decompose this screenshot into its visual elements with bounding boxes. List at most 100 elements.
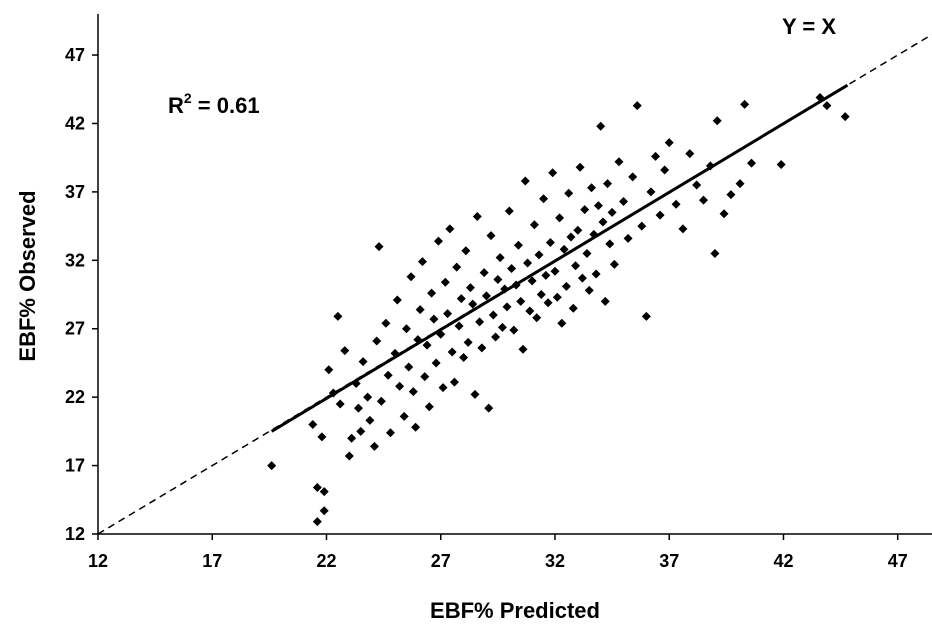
data-point <box>534 250 544 260</box>
data-point <box>527 276 537 286</box>
data-point <box>712 116 722 126</box>
data-point <box>454 321 464 331</box>
data-point <box>392 295 402 305</box>
data-point <box>664 138 674 148</box>
data-point <box>523 258 533 268</box>
regression-line <box>270 83 849 433</box>
data-point <box>628 172 638 182</box>
data-point <box>427 288 437 298</box>
data-point <box>699 195 709 205</box>
data-point <box>541 270 551 280</box>
x-tick-label: 27 <box>431 551 451 571</box>
data-point <box>395 381 405 391</box>
data-point <box>557 318 567 328</box>
data-point <box>614 157 624 167</box>
data-point <box>347 433 357 443</box>
data-point <box>461 246 471 256</box>
x-tick-label: 37 <box>659 551 679 571</box>
data-point <box>415 305 425 315</box>
y-tick-label: 42 <box>65 113 85 133</box>
data-point <box>555 213 565 223</box>
data-point <box>607 207 617 217</box>
data-point <box>518 344 528 354</box>
data-point <box>312 517 322 527</box>
data-point <box>580 205 590 215</box>
r-squared-value: = 0.61 <box>192 93 260 118</box>
data-point <box>593 201 603 211</box>
data-point <box>591 269 601 279</box>
data-point <box>408 387 418 397</box>
identity-line-label: Y = X <box>782 14 836 39</box>
data-point <box>486 231 496 241</box>
data-point <box>587 183 597 193</box>
axes: 12 17 22 27 32 37 42 47 12 17 22 27 32 37 42 47 <box>65 14 932 571</box>
data-point <box>470 389 480 399</box>
y-tick-label: 22 <box>65 387 85 407</box>
data-point <box>552 292 562 302</box>
data-point <box>267 461 277 471</box>
data-point <box>308 420 318 430</box>
data-point <box>543 298 553 308</box>
data-point <box>312 482 322 492</box>
data-point <box>568 303 578 313</box>
data-point <box>539 194 549 204</box>
data-point <box>340 346 350 356</box>
data-point <box>422 340 432 350</box>
data-point <box>443 309 453 319</box>
data-point <box>822 101 832 111</box>
data-point <box>472 212 482 222</box>
data-point <box>383 370 393 380</box>
data-point <box>776 160 786 170</box>
data-point <box>374 242 384 252</box>
data-point <box>507 264 517 274</box>
data-point <box>740 99 750 109</box>
data-point <box>719 209 729 219</box>
data-point <box>353 403 363 413</box>
y-tick-label: 12 <box>65 524 85 544</box>
data-point <box>619 196 629 206</box>
data-point <box>401 324 411 334</box>
data-point <box>550 266 560 276</box>
data-point <box>516 296 526 306</box>
data-point <box>637 221 647 231</box>
data-point <box>529 220 539 230</box>
data-point <box>571 261 581 271</box>
data-point <box>417 257 427 267</box>
data-point <box>735 179 745 189</box>
data-point <box>646 187 656 197</box>
data-point <box>536 290 546 300</box>
data-point <box>459 352 469 362</box>
data-point <box>335 399 345 409</box>
data-point <box>520 176 530 186</box>
data-point <box>333 311 343 321</box>
data-point <box>381 318 391 328</box>
data-point <box>497 322 507 332</box>
data-point <box>324 365 334 375</box>
x-tick-label: 42 <box>773 551 793 571</box>
r-squared-annotation: R2 = 0.61 <box>168 90 260 118</box>
data-point <box>525 306 535 316</box>
data-point <box>692 180 702 190</box>
data-point <box>376 396 386 406</box>
data-point <box>840 112 850 122</box>
r-squared-base: R <box>168 93 184 118</box>
data-point <box>641 311 651 321</box>
data-point <box>605 239 615 249</box>
data-point <box>671 199 681 209</box>
y-tick-label: 37 <box>65 182 85 202</box>
data-point <box>406 272 416 282</box>
data-point <box>488 310 498 320</box>
data-point <box>504 206 514 216</box>
data-point <box>559 244 569 254</box>
x-tick-label: 22 <box>316 551 336 571</box>
data-point <box>475 317 485 327</box>
data-point <box>509 325 519 335</box>
data-point <box>548 168 558 178</box>
data-point <box>468 299 478 309</box>
data-point <box>481 291 491 301</box>
data-point <box>584 285 594 295</box>
data-point <box>372 336 382 346</box>
data-point <box>651 151 661 161</box>
data-point <box>495 253 505 263</box>
x-tick-label: 17 <box>202 551 222 571</box>
